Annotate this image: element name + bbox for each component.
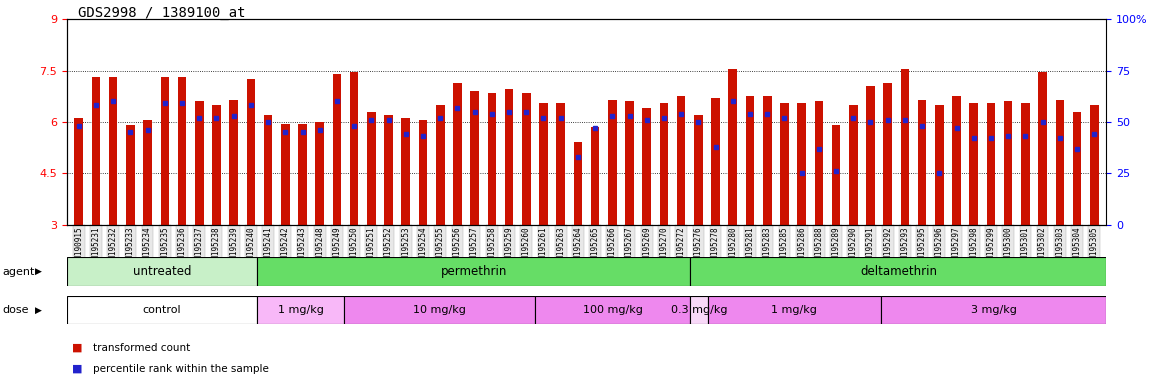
Bar bbox=[1073, 112, 1081, 225]
Text: 1 mg/kg: 1 mg/kg bbox=[277, 305, 323, 315]
Bar bbox=[488, 93, 496, 225]
Bar bbox=[67, 296, 258, 324]
Text: GDS2998 / 1389100_at: GDS2998 / 1389100_at bbox=[78, 6, 246, 20]
Text: 10 mg/kg: 10 mg/kg bbox=[413, 305, 466, 315]
Bar bbox=[505, 89, 513, 225]
Text: ■: ■ bbox=[72, 343, 83, 353]
Text: ■: ■ bbox=[72, 364, 83, 374]
Bar bbox=[535, 296, 690, 324]
Bar bbox=[298, 124, 307, 225]
Bar bbox=[883, 83, 892, 225]
Bar bbox=[344, 296, 535, 324]
Text: ▶: ▶ bbox=[34, 306, 41, 314]
Bar bbox=[762, 96, 772, 225]
Text: dose: dose bbox=[2, 305, 29, 315]
Text: 0.3 mg/kg: 0.3 mg/kg bbox=[670, 305, 727, 315]
Bar bbox=[384, 115, 393, 225]
Bar bbox=[626, 101, 634, 225]
Bar bbox=[67, 257, 258, 286]
Bar bbox=[539, 103, 547, 225]
Bar bbox=[258, 257, 690, 286]
Bar bbox=[258, 296, 344, 324]
Bar bbox=[196, 101, 204, 225]
Bar bbox=[918, 100, 927, 225]
Bar bbox=[367, 112, 376, 225]
Bar bbox=[144, 120, 152, 225]
Bar bbox=[677, 96, 685, 225]
Bar bbox=[1056, 100, 1064, 225]
Bar bbox=[419, 120, 428, 225]
Bar bbox=[643, 108, 651, 225]
Bar bbox=[935, 105, 944, 225]
Bar bbox=[1038, 72, 1046, 225]
Bar bbox=[712, 98, 720, 225]
Text: agent: agent bbox=[2, 266, 34, 277]
Text: permethrin: permethrin bbox=[440, 265, 507, 278]
Bar bbox=[831, 125, 841, 225]
Bar bbox=[92, 78, 100, 225]
Bar bbox=[332, 74, 342, 225]
Bar bbox=[453, 83, 461, 225]
Bar bbox=[608, 100, 616, 225]
Bar bbox=[660, 103, 668, 225]
Bar bbox=[1090, 105, 1098, 225]
Bar bbox=[522, 93, 530, 225]
Bar bbox=[780, 103, 789, 225]
Bar bbox=[690, 296, 707, 324]
Bar bbox=[707, 296, 881, 324]
Bar bbox=[350, 72, 359, 225]
Bar bbox=[900, 69, 910, 225]
Bar bbox=[161, 78, 169, 225]
Text: 100 mg/kg: 100 mg/kg bbox=[583, 305, 643, 315]
Bar bbox=[574, 142, 582, 225]
Bar bbox=[1021, 103, 1029, 225]
Text: untreated: untreated bbox=[132, 265, 191, 278]
Bar bbox=[281, 124, 290, 225]
Bar bbox=[212, 105, 221, 225]
Bar bbox=[814, 101, 823, 225]
Bar bbox=[695, 115, 703, 225]
Bar bbox=[866, 86, 875, 225]
Bar bbox=[315, 122, 324, 225]
Bar bbox=[969, 103, 977, 225]
Bar bbox=[178, 78, 186, 225]
Bar bbox=[75, 119, 83, 225]
Bar bbox=[690, 257, 1106, 286]
Bar bbox=[246, 79, 255, 225]
Text: ▶: ▶ bbox=[34, 267, 41, 276]
Bar bbox=[263, 115, 273, 225]
Bar bbox=[1004, 101, 1012, 225]
Text: 1 mg/kg: 1 mg/kg bbox=[772, 305, 818, 315]
Bar bbox=[952, 96, 961, 225]
Bar bbox=[745, 96, 754, 225]
Bar bbox=[557, 103, 565, 225]
Bar bbox=[401, 119, 411, 225]
Text: 3 mg/kg: 3 mg/kg bbox=[971, 305, 1017, 315]
Text: deltamethrin: deltamethrin bbox=[860, 265, 937, 278]
Text: percentile rank within the sample: percentile rank within the sample bbox=[93, 364, 269, 374]
Bar bbox=[881, 296, 1106, 324]
Bar bbox=[470, 91, 478, 225]
Text: control: control bbox=[143, 305, 182, 315]
Bar bbox=[987, 103, 995, 225]
Bar bbox=[229, 100, 238, 225]
Text: transformed count: transformed count bbox=[93, 343, 191, 353]
Bar bbox=[797, 103, 806, 225]
Bar bbox=[436, 105, 445, 225]
Bar bbox=[126, 125, 135, 225]
Bar bbox=[109, 78, 117, 225]
Bar bbox=[728, 69, 737, 225]
Bar bbox=[849, 105, 858, 225]
Bar bbox=[591, 127, 599, 225]
